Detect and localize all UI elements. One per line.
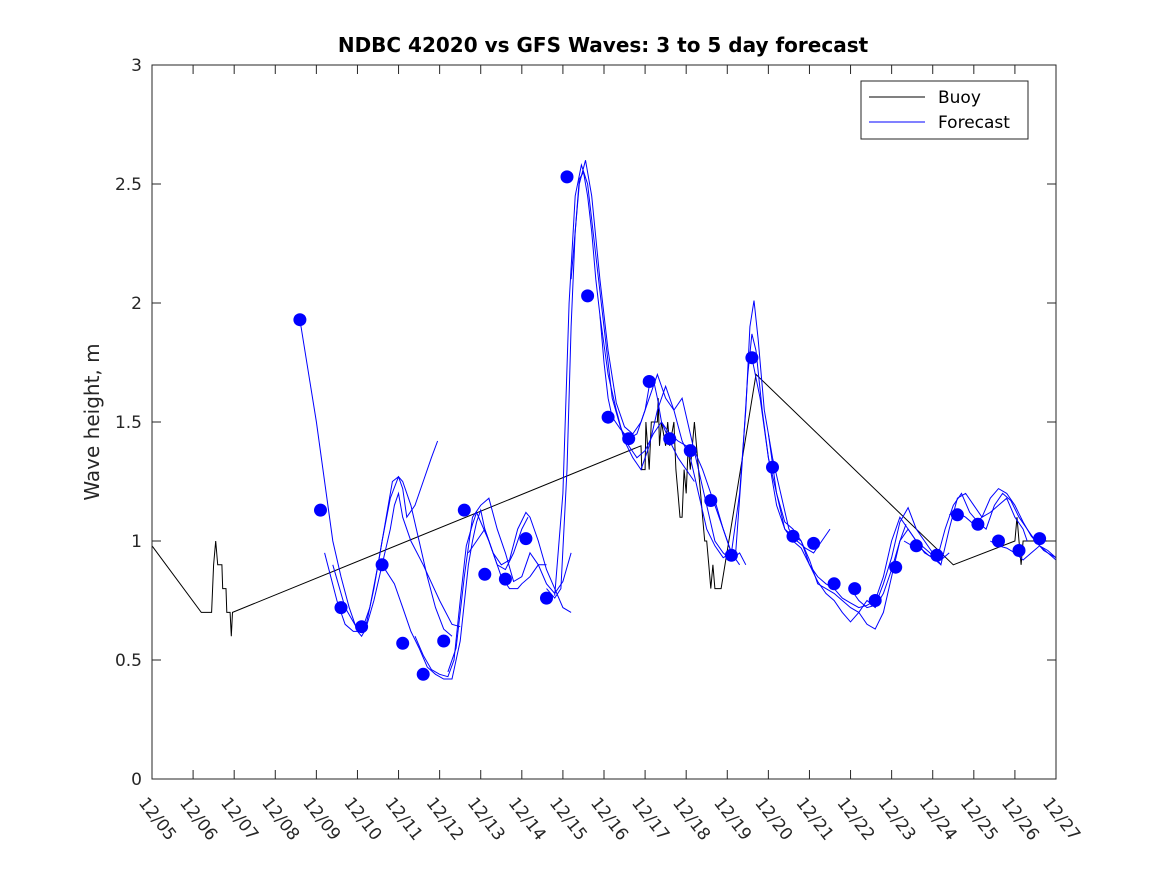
forecast-marker-1 — [314, 503, 327, 517]
forecast-marker-18 — [663, 432, 677, 446]
y-tick-label-5: 2.5 — [115, 175, 142, 195]
forecast-marker-20 — [704, 494, 718, 507]
forecast-series-line-10 — [570, 160, 747, 566]
forecast-marker-23 — [766, 460, 779, 474]
forecast-marker-33 — [971, 517, 985, 531]
forecast-marker-17 — [642, 375, 656, 388]
legend-forecast-label: Forecast — [938, 113, 1010, 133]
y-tick-label-2: 1 — [131, 532, 142, 552]
forecast-series-line-7 — [467, 511, 572, 613]
y-tick-label-1: 0.5 — [115, 651, 142, 671]
forecast-marker-7 — [437, 634, 451, 648]
y-tick-label-3: 1.5 — [115, 413, 142, 433]
forecast-marker-31 — [930, 548, 944, 562]
forecast-marker-21 — [724, 548, 738, 562]
forecast-marker-24 — [786, 529, 800, 543]
forecast-series-line-4 — [381, 508, 547, 680]
forecast-marker-27 — [848, 582, 862, 596]
forecast-marker-19 — [683, 444, 697, 458]
forecast-marker-16 — [622, 432, 636, 446]
forecast-marker-2 — [334, 601, 348, 615]
y-tick-label-6: 3 — [131, 56, 142, 76]
forecast-marker-34 — [992, 534, 1005, 548]
forecast-marker-28 — [868, 594, 882, 607]
buoy-series-line — [151, 373, 1056, 637]
legend: Buoy Forecast — [860, 80, 1029, 140]
forecast-marker-5 — [396, 636, 410, 650]
y-axis-label: Wave height, m — [80, 343, 104, 500]
forecast-marker-30 — [909, 539, 923, 553]
forecast-marker-25 — [807, 536, 821, 550]
forecast-marker-15 — [601, 410, 615, 424]
forecast-marker-10 — [498, 572, 512, 586]
forecast-marker-3 — [355, 620, 369, 634]
forecast-marker-0 — [293, 313, 307, 327]
forecast-series-line-6 — [447, 497, 572, 673]
y-axis: 0 0.5 1 1.5 2 2.5 3 — [115, 56, 1056, 790]
forecast-marker-8 — [457, 503, 471, 517]
chart-title: NDBC 42020 vs GFS Waves: 3 to 5 day fore… — [338, 33, 869, 57]
marker-layer — [293, 170, 1047, 681]
forecast-marker-35 — [1012, 544, 1026, 557]
forecast-series-line-2 — [324, 440, 439, 632]
y-tick-label-4: 2 — [131, 294, 142, 314]
forecast-marker-26 — [827, 577, 841, 591]
forecast-series-line-11 — [599, 300, 831, 559]
forecast-marker-9 — [478, 567, 492, 581]
forecast-marker-4 — [375, 558, 389, 572]
forecast-marker-6 — [416, 667, 430, 681]
y-tick-label-0: 0 — [131, 770, 142, 790]
forecast-marker-14 — [581, 289, 595, 303]
forecast-series-line-15 — [850, 492, 1028, 609]
legend-buoy-label: Buoy — [938, 88, 981, 108]
legend-box — [860, 80, 1029, 140]
forecast-marker-22 — [745, 351, 759, 365]
forecast-marker-12 — [540, 591, 553, 605]
forecast-marker-13 — [560, 170, 574, 184]
forecast-marker-29 — [889, 560, 903, 574]
forecast-marker-11 — [519, 532, 533, 546]
forecast-marker-36 — [1033, 532, 1047, 546]
forecast-marker-32 — [950, 508, 964, 522]
